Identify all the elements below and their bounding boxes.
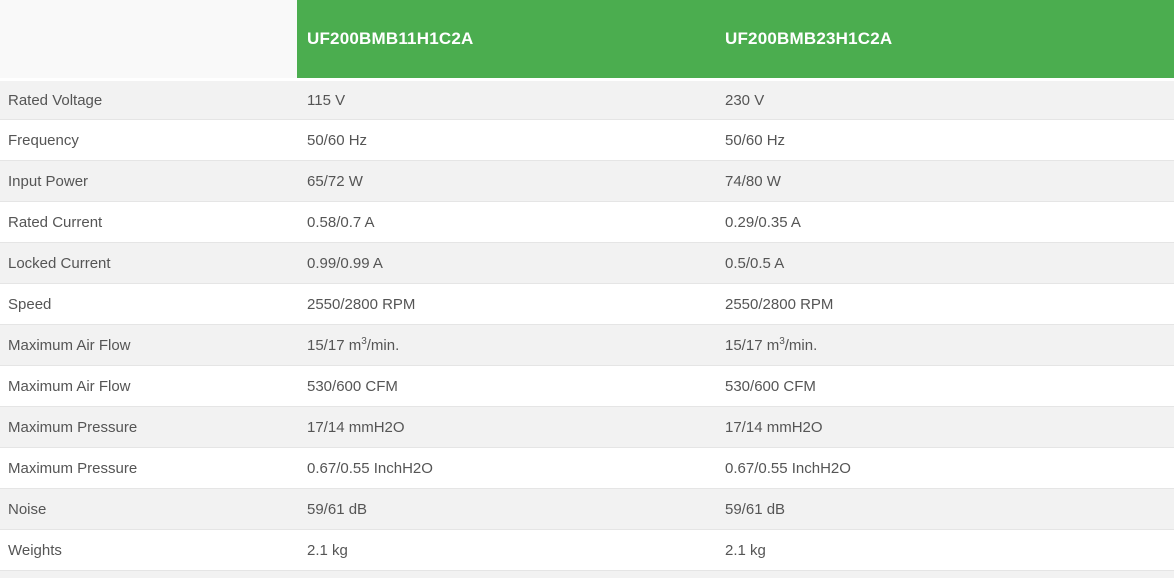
spec-label: Input Power (0, 160, 297, 201)
spec-value-model1: 2.1 kg (297, 529, 715, 570)
header-model-2: UF200BMB23H1C2A (715, 0, 1174, 81)
table-row-max-pressure-mm: Maximum Pressure 17/14 mmH2O 17/14 mmH2O (0, 406, 1174, 447)
header-row: UF200BMB11H1C2A UF200BMB23H1C2A (0, 0, 1174, 81)
table-row-input-power: Input Power 65/72 W 74/80 W (0, 160, 1174, 201)
spec-value-model2: 74/80 W (715, 160, 1174, 201)
spec-value-model1: 17/14 mmH2O (297, 406, 715, 447)
spec-value-model2: 0.29/0.35 A (715, 201, 1174, 242)
spec-label: Maximum Air Flow (0, 324, 297, 365)
spec-value-model1: 0.67/0.55 InchH2O (297, 447, 715, 488)
header-model-1: UF200BMB11H1C2A (297, 0, 715, 81)
spec-label: Noise (0, 488, 297, 529)
header-empty-cell (0, 0, 297, 81)
spec-value-model1: 0.58/0.7 A (297, 201, 715, 242)
table-row-weights: Weights 2.1 kg 2.1 kg (0, 529, 1174, 570)
partial-next-row-cell (0, 570, 1174, 578)
table-row-max-pressure-inch: Maximum Pressure 0.67/0.55 InchH2O 0.67/… (0, 447, 1174, 488)
spec-label: Maximum Pressure (0, 406, 297, 447)
table-row-locked-current: Locked Current 0.99/0.99 A 0.5/0.5 A (0, 242, 1174, 283)
partial-next-row (0, 570, 1174, 578)
spec-value-model2: 530/600 CFM (715, 365, 1174, 406)
table-row-max-air-flow-cfm: Maximum Air Flow 530/600 CFM 530/600 CFM (0, 365, 1174, 406)
spec-label: Weights (0, 529, 297, 570)
table-row-max-air-flow-m3: Maximum Air Flow 15/17 m3/min. 15/17 m3/… (0, 324, 1174, 365)
superscript-exponent: 3 (779, 335, 785, 347)
spec-label: Locked Current (0, 242, 297, 283)
table-row-noise: Noise 59/61 dB 59/61 dB (0, 488, 1174, 529)
spec-value-model2: 50/60 Hz (715, 119, 1174, 160)
spec-label: Maximum Pressure (0, 447, 297, 488)
spec-value-model2: 59/61 dB (715, 488, 1174, 529)
spec-value-model2: 230 V (715, 81, 1174, 119)
table-row-rated-current: Rated Current 0.58/0.7 A 0.29/0.35 A (0, 201, 1174, 242)
spec-label: Speed (0, 283, 297, 324)
spec-value-model1: 15/17 m3/min. (297, 324, 715, 365)
table-row-rated-voltage: Rated Voltage 115 V 230 V (0, 81, 1174, 119)
spec-value-model2: 0.5/0.5 A (715, 242, 1174, 283)
spec-value-model1: 2550/2800 RPM (297, 283, 715, 324)
spec-value-model1: 530/600 CFM (297, 365, 715, 406)
spec-value-model1: 59/61 dB (297, 488, 715, 529)
spec-label: Rated Current (0, 201, 297, 242)
spec-value-model2: 17/14 mmH2O (715, 406, 1174, 447)
spec-label: Maximum Air Flow (0, 365, 297, 406)
spec-value-model1: 50/60 Hz (297, 119, 715, 160)
spec-label: Rated Voltage (0, 81, 297, 119)
spec-label: Frequency (0, 119, 297, 160)
spec-value-model2: 2.1 kg (715, 529, 1174, 570)
table-row-frequency: Frequency 50/60 Hz 50/60 Hz (0, 119, 1174, 160)
spec-value-model2: 15/17 m3/min. (715, 324, 1174, 365)
table-row-speed: Speed 2550/2800 RPM 2550/2800 RPM (0, 283, 1174, 324)
spec-value-model2: 2550/2800 RPM (715, 283, 1174, 324)
spec-value-model2: 0.67/0.55 InchH2O (715, 447, 1174, 488)
spec-value-model1: 0.99/0.99 A (297, 242, 715, 283)
spec-value-model1: 65/72 W (297, 160, 715, 201)
spec-value-model1: 115 V (297, 81, 715, 119)
superscript-exponent: 3 (361, 335, 367, 347)
